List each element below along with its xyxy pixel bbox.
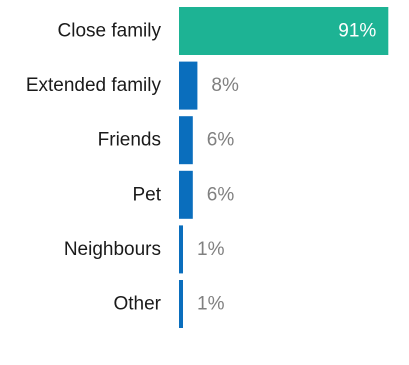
bar-close-family [179, 7, 389, 55]
bar-other [179, 280, 183, 328]
category-label-friends: Friends [98, 130, 161, 151]
bar-pet [179, 170, 193, 219]
category-label-extended-family: Extended family [26, 75, 162, 96]
value-label-pet: 6% [207, 184, 235, 205]
bar-neighbours [179, 225, 183, 274]
value-label-extended-family: 8% [211, 75, 239, 96]
value-label-close-family: 91% [338, 21, 376, 42]
category-label-pet: Pet [132, 184, 161, 205]
category-label-close-family: Close family [58, 21, 162, 42]
bar-extended-family [179, 61, 198, 110]
bar-friends [179, 116, 193, 165]
category-label-neighbours: Neighbours [64, 239, 161, 260]
category-label-other: Other [113, 294, 161, 315]
value-label-friends: 6% [207, 130, 235, 151]
value-label-neighbours: 1% [197, 239, 225, 260]
value-label-other: 1% [197, 294, 225, 315]
